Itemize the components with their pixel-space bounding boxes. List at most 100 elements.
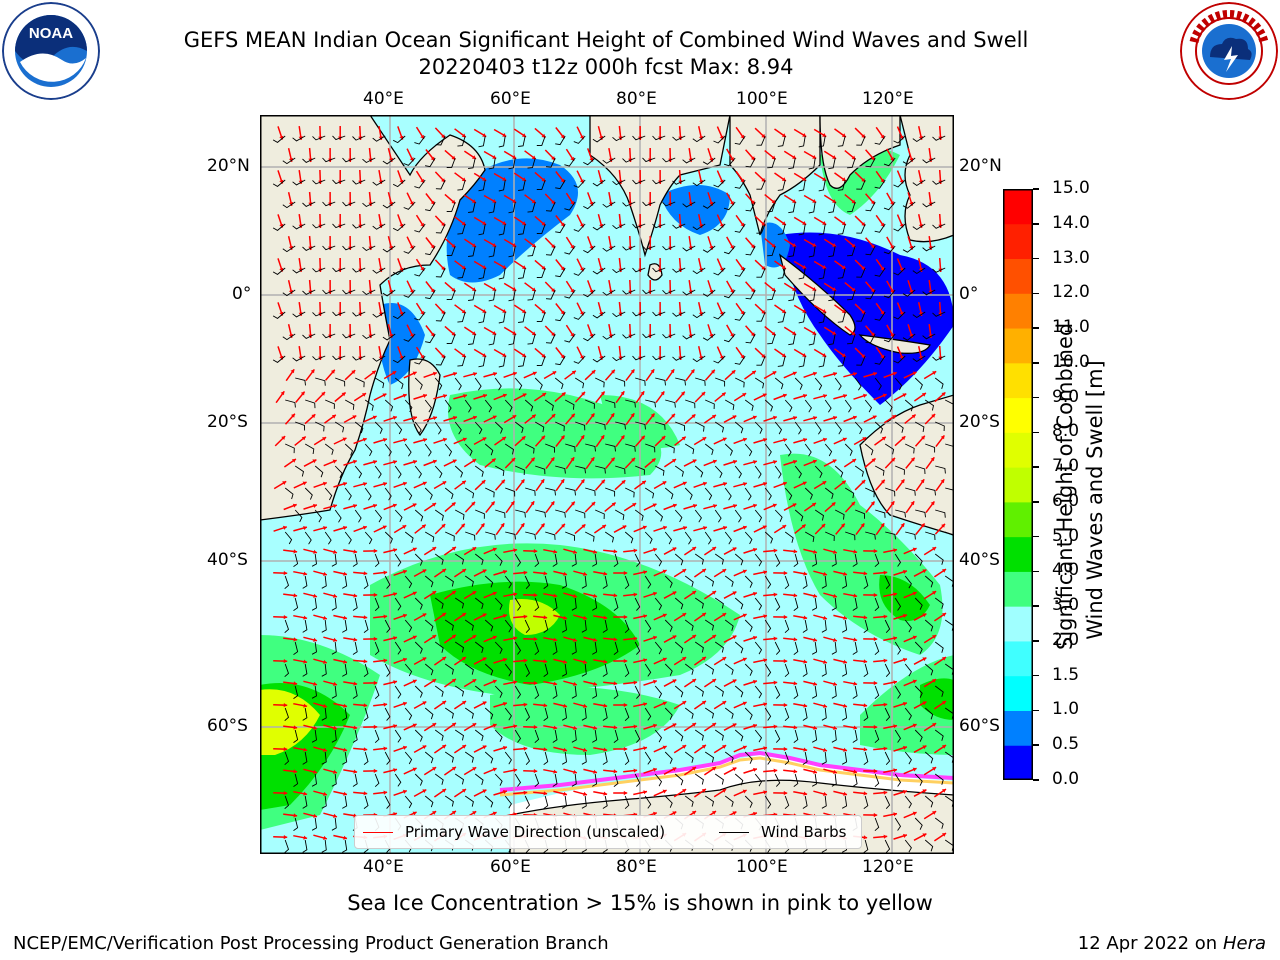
wind-barb [525,487,536,496]
wind-barb [322,157,336,163]
lat-label-right-20s: 20°S [959,412,1000,432]
wave-arrow-head [672,811,677,816]
wave-arrow-head [751,370,756,375]
wave-arrow-head [692,635,696,639]
wave-arrow-head [283,835,288,840]
wave-arrow-head [918,312,923,316]
wind-barb [754,421,763,434]
wind-barb [692,179,706,187]
wind-barb [723,245,736,255]
wind-barb [895,465,905,475]
wave-arrow-head [812,331,817,335]
wave-arrow-head [613,549,618,554]
wind-barb [474,641,484,654]
wave-arrow-head [451,199,456,204]
wave-arrow-head [873,680,878,686]
wind-barb [684,443,695,455]
wind-barb [342,289,356,295]
wind-barb [414,223,426,233]
wave-arrow-head [762,525,767,530]
colorbar-tick-label: 4.0 [1052,560,1080,581]
wave-arrow-head [861,480,866,484]
wind-barb [468,201,476,213]
legend-item-wave-direction: Primary Wave Direction (unscaled) [363,823,665,841]
wind-barb [293,597,299,611]
wind-barb [904,795,912,809]
wind-barb [724,619,734,631]
wind-barb [745,157,756,168]
wind-barb [424,531,435,543]
wave-arrow-head [701,701,706,705]
wave-arrow-head [533,548,538,554]
colorbar-segment [1003,432,1033,468]
wave-arrow-head [472,415,477,420]
wave-arrow-head [302,481,307,486]
wave-arrow-head [750,156,755,161]
wave-arrow-head [653,811,657,816]
wind-barb [912,311,926,319]
wave-arrow-head [772,371,777,376]
wind-barb [488,245,496,258]
wave-arrow-head [682,701,687,705]
wave-arrow-head [353,681,358,686]
wind-barb [535,465,546,475]
wind-barb [374,377,385,389]
wind-barb [922,201,936,208]
wind-barb [435,267,446,278]
wind-barb [831,773,837,787]
wave-arrow-head [378,136,383,140]
wind-barb [774,685,781,699]
wind-barb [814,465,823,478]
wind-barb [282,201,296,209]
wind-barb [912,135,926,143]
wave-arrow-head [692,811,696,815]
wave-arrow-head [793,549,798,554]
wind-barb [902,245,916,253]
wind-barb [793,597,799,611]
wind-barb [342,619,348,633]
wind-barb [664,795,673,808]
wind-barb [282,333,296,341]
wind-barb [912,355,926,363]
wave-arrow-head [593,549,597,554]
wind-barb [713,311,726,320]
wave-arrow-head [513,768,518,773]
wave-arrow-head [492,547,497,552]
wind-barb [434,553,444,565]
wind-barb [464,619,474,631]
colorbar-segment [1003,328,1033,364]
wave-arrow-head [843,703,847,708]
wind-barb [734,509,742,523]
wind-barb [652,267,666,273]
wave-arrow-head [742,613,747,618]
wind-barb [625,443,636,452]
lon-label-top-40: 40°E [363,89,404,109]
wind-barb [634,773,641,787]
wind-barb [652,311,666,317]
wind-barb [934,685,944,697]
wind-barb [457,179,466,191]
wave-arrow-head [942,789,946,793]
wind-barb [724,443,733,456]
wind-barb [612,311,626,318]
wind-barb [847,245,856,257]
wind-barb [362,333,376,340]
wind-barb [564,333,576,343]
wind-barb [674,597,684,610]
colorbar-tick-mark [1033,501,1039,503]
wind-barb [734,597,744,610]
wave-arrow-head [462,789,466,793]
wave-arrow-head [441,524,446,528]
wind-barb [585,487,596,496]
wave-arrow-head [402,789,407,794]
wave-arrow-head [512,331,517,335]
wind-barb [536,355,546,366]
wave-arrow-head [792,371,797,376]
wind-barb [332,267,346,273]
wave-arrow-head [502,133,507,137]
wave-arrow-head [912,547,917,552]
wave-arrow-head [942,701,946,705]
wind-barb [334,465,343,478]
wind-barb [802,751,808,765]
wind-barb [674,641,684,654]
